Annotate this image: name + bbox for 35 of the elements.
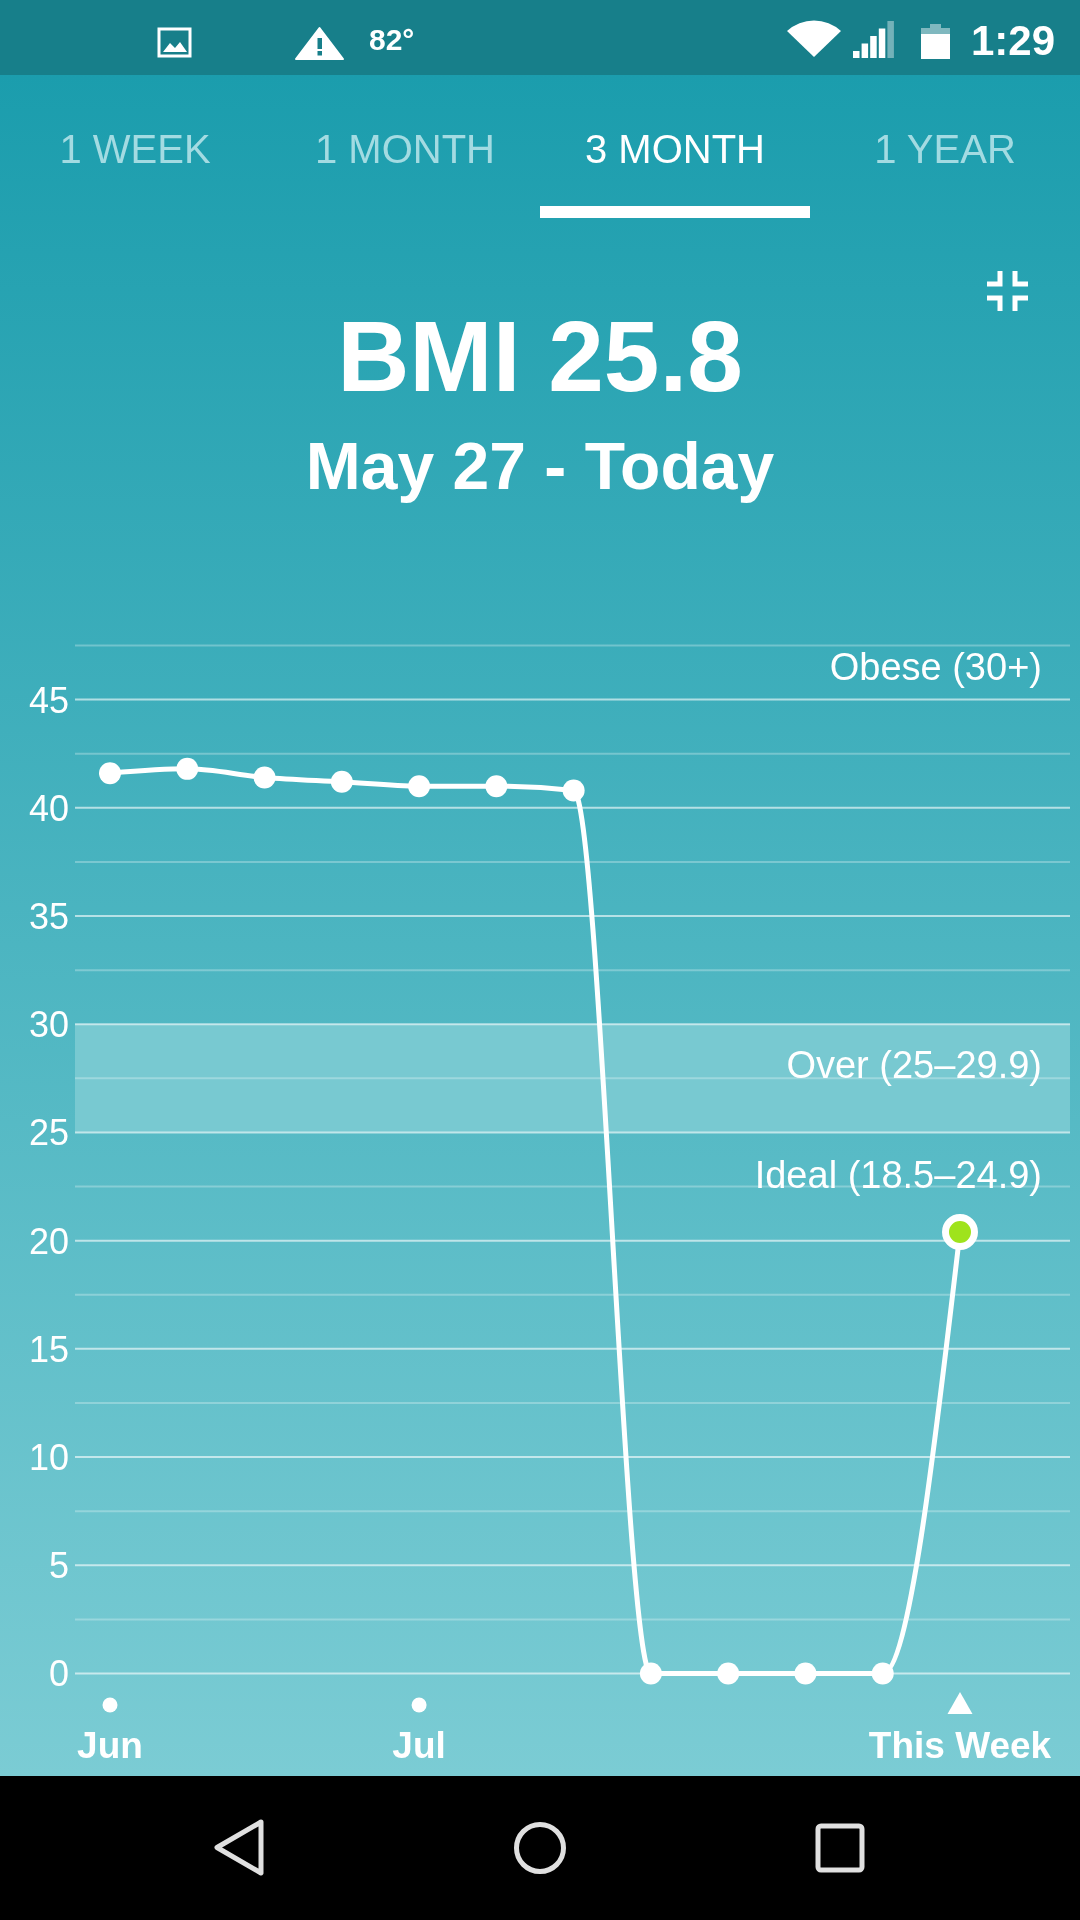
y-tick-label: 10 (28, 1437, 69, 1479)
point (408, 775, 431, 798)
text: 1 MONTH (315, 127, 495, 171)
y-tick-label: 45 (28, 679, 69, 721)
text: 1 YEAR (874, 127, 1016, 171)
annotation: Ideal (18.5–24.9) (754, 1154, 1042, 1196)
y-tick-label: 5 (48, 1545, 69, 1587)
y-tick-label: 35 (28, 895, 69, 937)
x-tick-label: Jun (77, 1725, 143, 1766)
annotation: Obese (30+) (829, 646, 1042, 688)
y-tick-label: 15 (28, 1328, 69, 1370)
y-tick-label: 0 (48, 1653, 69, 1695)
x-tick-label: This Week (868, 1725, 1052, 1766)
y-tick-label: 40 (28, 787, 69, 829)
y-tick-label: 30 (28, 1004, 69, 1046)
point (639, 1662, 662, 1685)
text: 1:29 (970, 17, 1055, 64)
point (717, 1662, 740, 1685)
chart-subtitle: May 27 - Today (305, 429, 775, 503)
point (485, 775, 508, 798)
point (871, 1662, 894, 1685)
text: 82° (369, 23, 415, 56)
point (330, 770, 353, 793)
y-tick-label: 25 (28, 1112, 69, 1154)
text: 3 MONTH (585, 127, 765, 171)
chart-title: BMI 25.8 (337, 300, 743, 412)
text: 1 WEEK (59, 127, 211, 171)
point (562, 779, 585, 802)
point (176, 757, 199, 780)
point (794, 1662, 817, 1685)
point (99, 762, 121, 785)
x-tick-label: Jul (392, 1725, 446, 1766)
band-label: Over (25–29.9) (786, 1044, 1042, 1087)
point (253, 766, 276, 789)
y-tick-label: 20 (28, 1220, 69, 1262)
